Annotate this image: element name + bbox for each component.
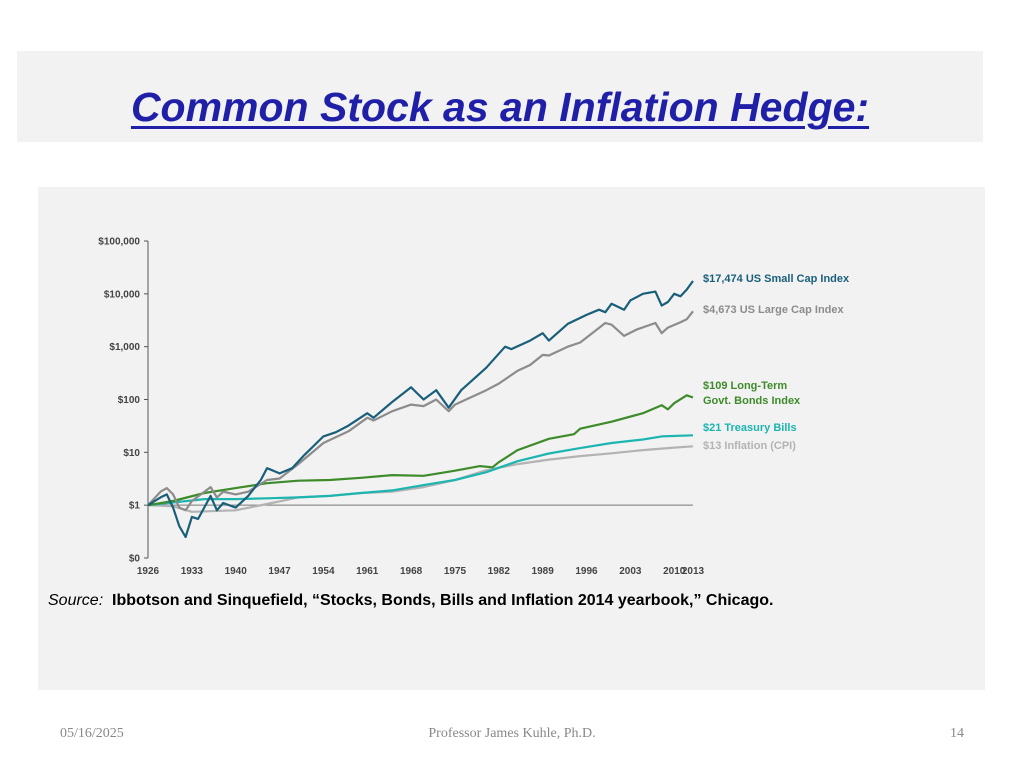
- series-label-line: $13 Inflation (CPI): [703, 440, 796, 452]
- y-tick-label: $1: [129, 501, 141, 512]
- x-tick-label: 1989: [532, 566, 555, 577]
- x-tick-label: 1947: [268, 566, 291, 577]
- x-tick-label: 1982: [488, 566, 511, 577]
- y-tick-label: $10: [123, 448, 140, 459]
- series-line: [147, 445, 694, 513]
- series-label-line: $21 Treasury Bills: [703, 422, 797, 434]
- series-line: [147, 310, 694, 512]
- series-line: [147, 394, 694, 507]
- footer-author: Professor James Kuhle, Ph.D.: [428, 726, 596, 741]
- series-label-line: $4,673 US Large Cap Index: [703, 304, 844, 316]
- x-tick-label: 1926: [137, 566, 160, 577]
- series-line: [147, 280, 694, 539]
- series-label: $13 Inflation (CPI): [703, 440, 796, 452]
- x-tick-label: 1961: [356, 566, 379, 577]
- x-tick-label: 1996: [575, 566, 598, 577]
- footer-page-number: 14: [950, 726, 964, 741]
- x-tick-label: 1933: [181, 566, 204, 577]
- x-tick-label: 1975: [444, 566, 467, 577]
- series-label-line: $109 Long-Term: [703, 380, 787, 392]
- y-tick-label: $10,000: [104, 289, 141, 300]
- series-line: [147, 434, 694, 507]
- x-tick-label: 1954: [312, 566, 335, 577]
- x-tick-label: 2010: [663, 566, 686, 577]
- source-citation: Source: Ibbotson and Sinquefield, “Stock…: [48, 592, 978, 610]
- series-label: $4,673 US Large Cap Index: [703, 304, 844, 316]
- series-label: $17,474 US Small Cap Index: [703, 273, 850, 285]
- source-text: Ibbotson and Sinquefield, “Stocks, Bonds…: [112, 592, 774, 609]
- chart-panel: $100,000 $10,000 $1,000 $100 $10 $1 $0 1926 1933…: [38, 187, 985, 690]
- y-tick-label: $100: [118, 395, 141, 406]
- x-tick-label: 2003: [619, 566, 642, 577]
- footer-date: 05/16/2025: [60, 726, 124, 741]
- series-label-line: Govt. Bonds Index: [703, 395, 801, 407]
- y-tick-label: $0: [129, 554, 141, 565]
- x-tick-label: 1940: [225, 566, 248, 577]
- x-tick-label: 2013: [682, 566, 705, 577]
- title-band: [17, 51, 983, 142]
- source-lead: Source:: [48, 592, 104, 609]
- series-label: $21 Treasury Bills: [703, 422, 797, 434]
- x-tick-label: 1968: [400, 566, 423, 577]
- series-label-line: $17,474 US Small Cap Index: [703, 273, 850, 285]
- series-label: $109 Long-Term Govt. Bonds Index: [703, 380, 801, 407]
- slide-title: Common Stock as an Inflation Hedge:: [130, 84, 870, 130]
- y-tick-label: $100,000: [98, 237, 140, 248]
- y-tick-label: $1,000: [109, 342, 140, 353]
